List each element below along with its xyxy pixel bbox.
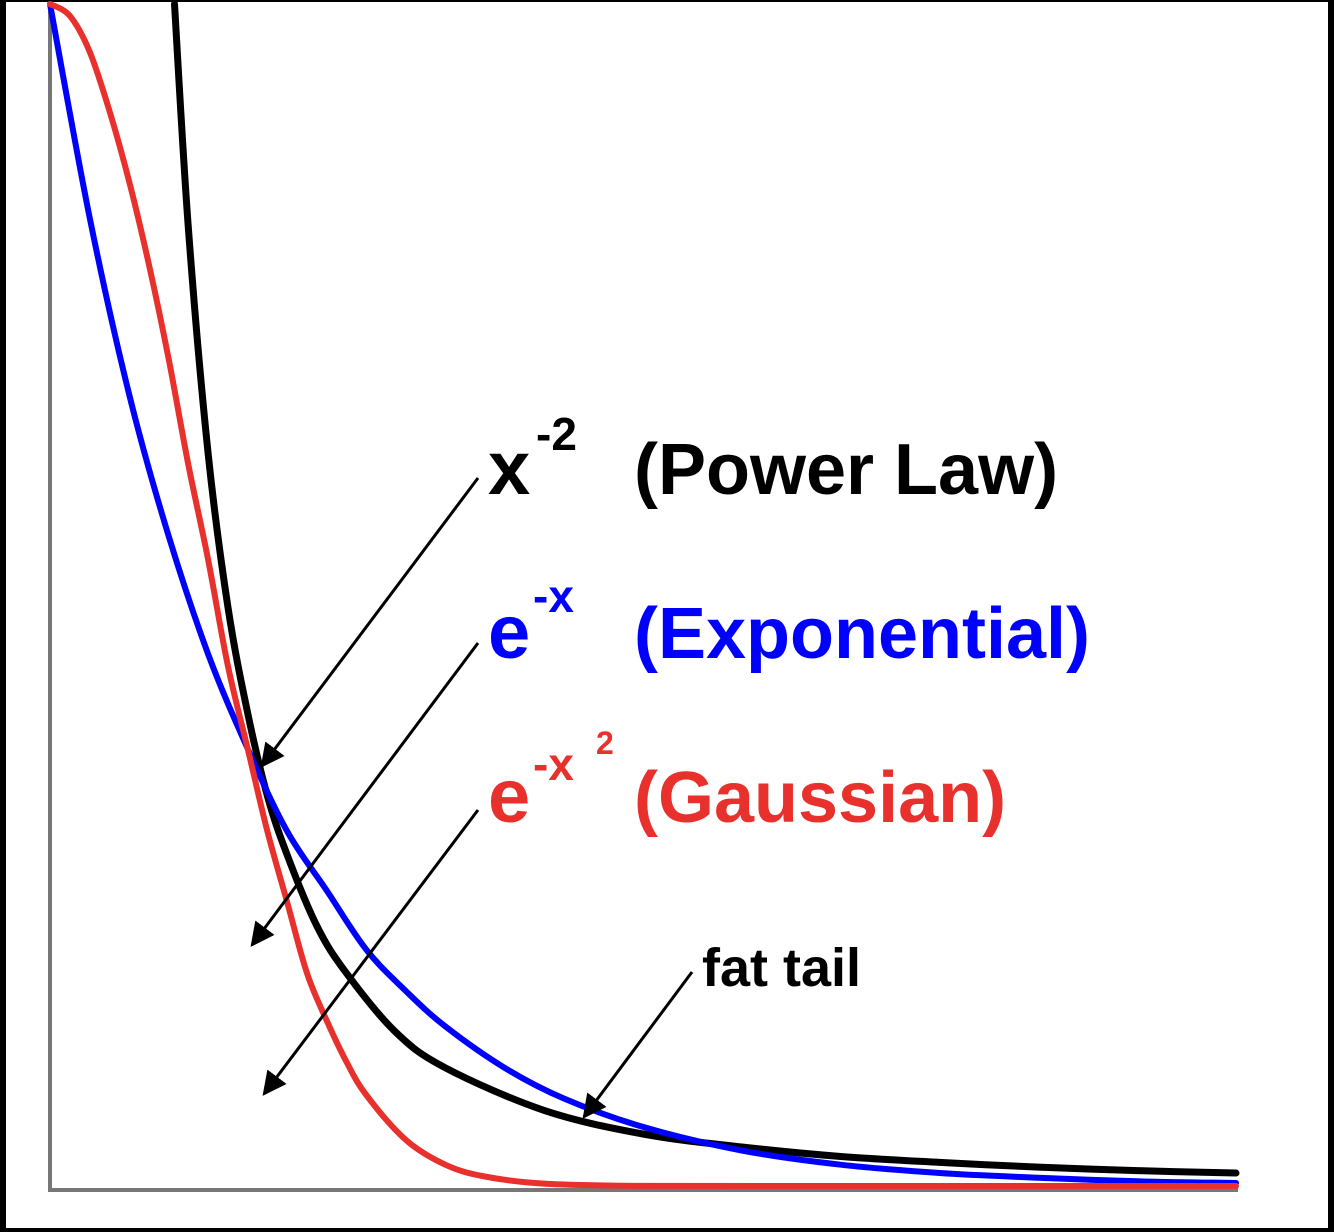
- gaussian-label: (Gaussian): [634, 758, 1006, 838]
- fat-tail-annotation: fat tail: [702, 938, 861, 998]
- power-law-callout-arrow: [260, 477, 480, 768]
- power-law-formula-base: x: [488, 426, 530, 511]
- exponential-formula-base: e: [488, 590, 530, 675]
- gaussian-curve: [47, 1, 1239, 1190]
- fat-tail-callout-arrow: [582, 971, 694, 1119]
- exponential-label: (Exponential): [634, 594, 1090, 674]
- gaussian-formula-exponent-square: 2: [596, 725, 614, 761]
- gaussian-callout-arrow: [262, 809, 480, 1096]
- exponential-curve: [47, 1, 1239, 1186]
- exponential-formula-exponent: -x: [533, 570, 574, 622]
- exponential-callout-arrow: [250, 642, 480, 947]
- power-law-formula-exponent: -2: [536, 408, 577, 460]
- gaussian-formula-base: e: [488, 754, 530, 839]
- gaussian-formula-exponent: -x: [533, 738, 574, 790]
- power-law-label: (Power Law): [634, 430, 1058, 510]
- power-law-curve: [171, 0, 1240, 1177]
